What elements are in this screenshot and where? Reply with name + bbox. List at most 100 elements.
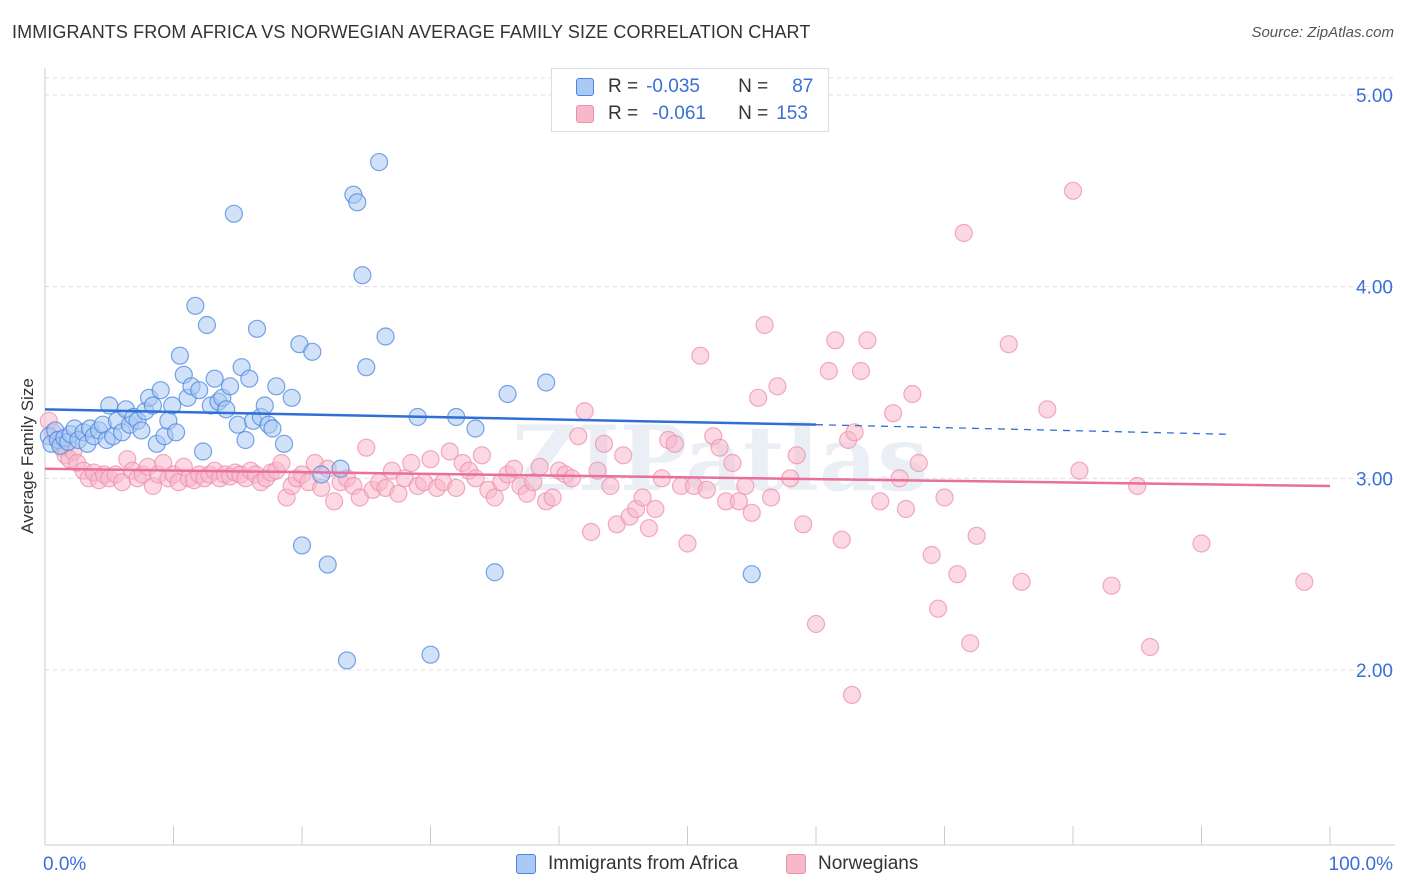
bottom-legend-swatch-norwegians [786,854,806,874]
norwegian-point [575,402,594,421]
africa-point [282,388,301,407]
africa-point [292,536,312,555]
x-tick-label: 0.0% [43,854,86,875]
norwegian-point [961,634,980,653]
norwegian-point [851,361,871,381]
africa-point [132,421,151,440]
norwegian-point [954,223,973,243]
legend-r-label: R = [608,103,639,124]
africa-point [240,369,259,388]
africa-point [348,193,367,212]
norwegian-point [421,450,440,469]
source-label: Source: ZipAtlas.com [1251,24,1394,41]
africa-point [190,381,209,400]
chart-title: IMMIGRANTS FROM AFRICA VS NORWEGIAN AVER… [12,22,811,42]
norwegian-point [357,438,376,457]
norwegian-point [922,545,941,565]
norwegian-point [729,492,749,511]
norwegian-point [819,361,838,381]
africa-trend-extension [815,424,1228,435]
norwegian-point [896,499,916,519]
africa-point [186,296,205,315]
africa-point [303,342,322,361]
norwegian-point [832,530,851,549]
africa-point [255,396,274,415]
africa-point [498,384,517,404]
africa-point [236,430,255,450]
norwegian-point [794,515,813,534]
norwegian-point [903,384,922,404]
y-tick-label: 2.00 [1356,661,1393,682]
africa-point [466,419,485,438]
bottom-legend-norwegians: Norwegians [786,852,918,876]
africa-trend-line [44,408,817,426]
legend-row-norwegians: R = -0.061 N = 153 [576,102,808,126]
africa-point [312,465,331,484]
legend-row-africa: R = -0.035 N = 87 [576,75,813,99]
norwegian-point [826,331,845,350]
norwegian-point [594,434,614,453]
africa-point [353,266,372,285]
norwegian-point [325,492,344,511]
africa-point [318,555,337,574]
bottom-legend-label-norwegians: Norwegians [818,853,919,874]
norwegian-point [928,599,948,618]
norwegian-point [1102,576,1121,595]
y-tick-label: 4.00 [1356,278,1393,299]
norwegian-point [1063,181,1083,200]
africa-point [337,651,357,670]
africa-point [485,563,504,582]
norwegian-point [1140,637,1160,657]
africa-point [143,396,163,415]
africa-point [228,415,247,434]
norwegian-point [1070,461,1089,480]
norwegian-point [614,446,633,465]
norwegian-point [562,469,581,488]
y-tick-label: 5.00 [1356,86,1393,107]
legend-r-value: -0.035 [646,76,700,97]
norwegian-trend-line [44,467,1331,488]
norwegian-point [842,685,862,705]
africa-point [370,152,389,172]
legend-n-label: N = [738,103,769,124]
norwegian-point [389,484,408,503]
norwegian-point [710,438,729,457]
norwegian-point [1192,534,1211,553]
africa-point [217,400,236,419]
norwegian-point [1295,572,1314,591]
norwegian-point [749,388,768,407]
norwegian-point [569,427,588,446]
africa-point [151,381,170,400]
bottom-legend-africa: Immigrants from Africa [516,852,738,876]
y-tick-label: 3.00 [1356,469,1393,490]
norwegian-point [543,488,562,507]
norwegian-point [755,315,774,335]
norwegian-point [485,488,504,507]
africa-point [263,419,282,438]
norwegian-point [871,492,890,511]
africa-point [274,434,294,453]
bottom-legend-swatch-africa [516,854,536,874]
norwegian-point [787,446,806,465]
norwegian-point [633,488,652,507]
norwegian-point [967,526,986,545]
norwegian-point [935,488,954,507]
legend-n-value: 153 [776,103,808,124]
norwegian-point [999,335,1018,354]
africa-point [205,369,224,388]
africa-point [170,346,190,365]
africa-point [166,423,186,442]
norwegian-point [678,534,697,553]
x-tick-label: 100.0% [1329,854,1394,875]
africa-point [267,377,286,396]
norwegian-point [697,480,716,499]
norwegian-point [601,476,620,496]
norwegian-point [504,459,524,478]
norwegian-point [736,476,755,496]
norwegian-point [761,488,781,507]
africa-point [421,645,440,664]
norwegian-point [530,457,549,476]
legend-r-value: -0.061 [652,103,706,124]
norwegian-point [440,442,459,461]
